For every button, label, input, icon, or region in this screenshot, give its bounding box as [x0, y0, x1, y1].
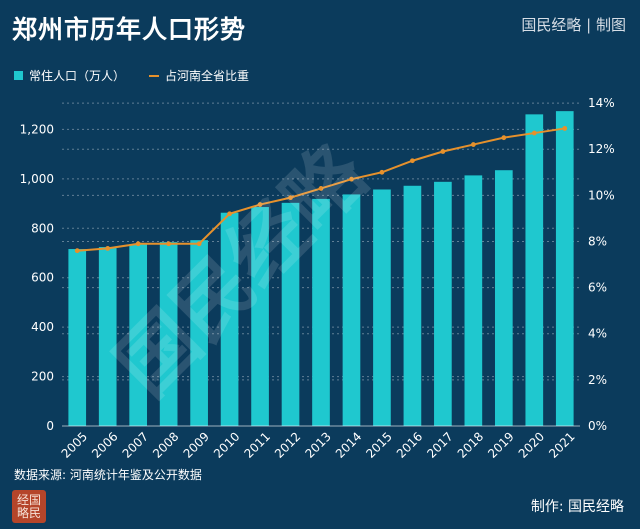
share-point-2018: [470, 142, 476, 147]
x-tick-label: 2019: [485, 429, 516, 460]
x-tick-label: 2014: [333, 429, 364, 460]
bar-2015: [373, 189, 391, 426]
share-point-2009: [196, 241, 202, 247]
x-tick-label: 2006: [89, 429, 120, 460]
brand-seal-logo: 经国 略民: [12, 490, 46, 523]
x-tick-label: 2011: [241, 429, 272, 460]
bar-2017: [434, 181, 452, 426]
y-right-tick-label: 8%: [588, 234, 607, 248]
share-point-2014: [349, 176, 354, 182]
x-tick-label: 2007: [120, 429, 151, 460]
y-left-tick-label: 1,200: [20, 122, 54, 136]
legend-line-swatch: [149, 74, 160, 77]
y-left-tick-label: 1,000: [20, 172, 54, 186]
y-right-tick-label: 14%: [588, 96, 615, 110]
legend-bar-swatch: [14, 71, 23, 80]
x-tick-label: 2020: [516, 429, 547, 460]
bar-2006: [98, 247, 117, 426]
legend-bar-label: 常住人口（万人）: [29, 69, 126, 83]
bar-2011: [251, 207, 269, 426]
share-point-2016: [410, 158, 415, 164]
maker-credit: 制作: 国民经略: [530, 499, 624, 515]
line-series: [74, 126, 568, 254]
bar-2012: [281, 202, 300, 426]
y-left-tick-label: 0: [46, 419, 54, 433]
y-right-tick-label: 6%: [588, 281, 607, 295]
share-point-2005: [74, 248, 80, 254]
y-left-tick-label: 600: [31, 271, 54, 285]
bar-2018: [464, 175, 483, 426]
data-source-note: 数据来源: 河南统计年鉴及公开数据: [14, 468, 202, 482]
bar-2010: [220, 212, 239, 426]
bar-2021: [555, 111, 574, 426]
legend: 常住人口（万人） 占河南全省比重: [14, 67, 249, 84]
legend-line-label: 占河南全省比重: [165, 69, 250, 83]
x-tick-label: 2009: [181, 429, 212, 460]
grid-lines: [62, 102, 580, 381]
share-point-2006: [105, 245, 111, 251]
bar-2019: [494, 170, 513, 426]
brand-label: 国民经略 | 制图: [521, 16, 626, 34]
y-right-tick-label: 2%: [588, 373, 607, 387]
y-left-tick-label: 400: [31, 320, 54, 334]
bar-series: [68, 111, 574, 427]
bar-2005: [68, 249, 87, 426]
y-left-tick-label: 200: [31, 370, 54, 384]
share-point-2013: [318, 186, 324, 191]
x-tick-label: 2012: [272, 429, 303, 460]
x-tick-label: 2008: [150, 429, 181, 460]
bar-2009: [190, 240, 208, 426]
share-point-2008: [166, 241, 172, 247]
y-right-tick-label: 0%: [588, 419, 607, 433]
x-tick-label: 2018: [455, 429, 486, 460]
share-point-2019: [501, 135, 507, 141]
x-tick-label: 2010: [211, 429, 242, 460]
y-left-tick-label: 800: [31, 221, 54, 235]
x-tick-label: 2005: [59, 429, 90, 460]
x-tick-label: 2015: [363, 429, 394, 460]
share-point-2017: [440, 149, 446, 154]
bar-2016: [403, 185, 422, 426]
share-point-2020: [531, 130, 537, 136]
y-right-tick-label: 10%: [588, 188, 615, 202]
share-point-2021: [562, 126, 568, 131]
y-right-tick-label: 4%: [588, 327, 607, 341]
x-tick-label: 2021: [546, 429, 577, 460]
share-point-2010: [227, 211, 232, 217]
x-tick-label: 2013: [302, 429, 333, 460]
x-tick-label: 2016: [394, 429, 425, 460]
share-point-2007: [135, 241, 141, 247]
bar-2013: [312, 198, 330, 426]
y-right-tick-label: 12%: [588, 142, 615, 156]
share-point-2011: [257, 202, 263, 207]
bar-2020: [525, 114, 544, 427]
bar-2007: [129, 244, 148, 426]
bar-2014: [342, 194, 361, 426]
bar-2008: [159, 242, 178, 426]
share-point-2012: [288, 195, 293, 201]
chart-title: 郑州市历年人口形势: [12, 15, 247, 44]
share-point-2015: [379, 169, 385, 175]
x-tick-label: 2017: [424, 429, 455, 460]
